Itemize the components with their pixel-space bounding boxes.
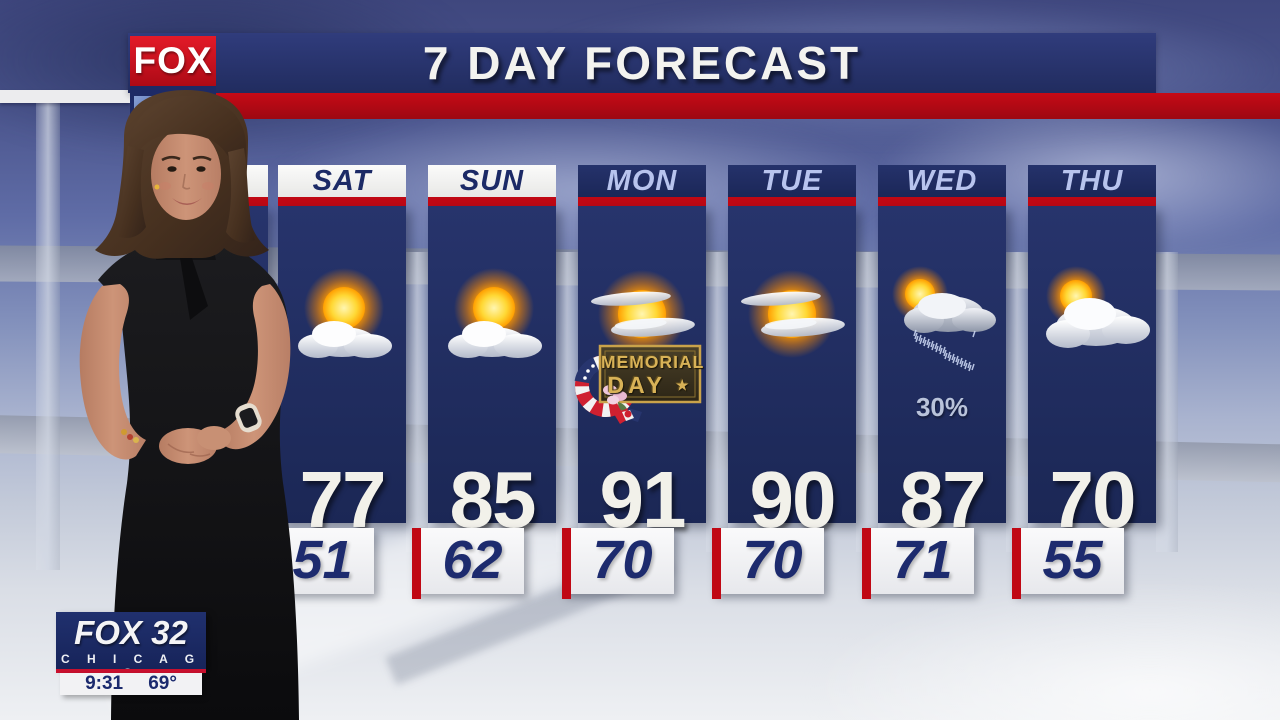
day-label: TUE — [728, 165, 856, 197]
station-bug-info-strip: 9:31 69° — [60, 673, 202, 695]
forecast-banner: 7 DAY FORECAST — [128, 33, 1156, 93]
presenter-face-features — [159, 155, 214, 205]
presenter-watch — [235, 403, 262, 433]
presenter-left-arm — [79, 284, 146, 460]
sun-wispy-clouds-icon — [582, 264, 702, 376]
day-header-stripe — [728, 197, 856, 206]
banner-left-white-bar — [0, 90, 130, 103]
low-temp-box: 71 — [862, 528, 974, 599]
day-label: SUN — [428, 165, 556, 197]
set-pillar-gap5 — [1006, 252, 1028, 552]
low-temp-box: 70 — [712, 528, 824, 599]
set-pillar-gap2 — [556, 252, 578, 552]
partly-cloudy-icon — [432, 264, 552, 376]
fox-logo-text: FOX — [133, 40, 213, 81]
low-temp-red-bar — [1012, 528, 1021, 599]
set-pillar-gap3 — [706, 252, 728, 552]
low-temp: 62 — [442, 530, 503, 590]
low-temp-box: 55 — [1012, 528, 1124, 599]
precip-chance-label: 30% — [915, 392, 969, 422]
day-label: WED — [878, 165, 1006, 197]
banner-title: 7 DAY FORECAST — [422, 37, 862, 89]
low-temp-red-bar — [562, 528, 571, 599]
presenter-bracelet — [121, 429, 139, 443]
presenter-hand-overlap — [197, 426, 231, 450]
low-temp-box: 62 — [412, 528, 524, 599]
day-column-thu: THU 70 — [1028, 165, 1156, 544]
sun-wispy-clouds-icon — [732, 264, 852, 376]
partly-cloudy-icon — [282, 264, 402, 376]
presenter-right-arm — [217, 284, 291, 450]
day-header-stripe — [578, 197, 706, 206]
day-label: THU — [1028, 165, 1156, 197]
low-temp: 71 — [892, 530, 953, 590]
star-icon: ★ — [675, 377, 693, 393]
day-column-wed: WED 30% 87 — [878, 165, 1006, 544]
floor-glow-right — [800, 580, 1280, 720]
day-label: SAT — [278, 165, 406, 197]
low-temp-box: 70 — [562, 528, 674, 599]
rain-chance-icon — [882, 264, 1002, 376]
mostly-cloudy-icon — [1032, 264, 1152, 376]
presenter-dress — [98, 238, 299, 720]
low-temp: 70 — [742, 530, 803, 590]
day-column-body: 85 — [428, 206, 556, 544]
low-temp-red-bar — [712, 528, 721, 599]
banner-red-stripe — [214, 93, 1280, 119]
day-column-body: 90 — [728, 206, 856, 544]
clock: 9:31 — [85, 673, 124, 694]
day-header-stripe — [878, 197, 1006, 206]
day-column-body: 70 — [1028, 206, 1156, 544]
day-label: MON — [578, 165, 706, 197]
presenter-face — [151, 128, 221, 220]
memorial-day-badge: MEMORIAL DAY ★ — [574, 328, 705, 432]
memorial-day-text: MEMORIAL DAY ★ — [601, 352, 705, 398]
presenter-earring — [154, 184, 160, 190]
low-temp-red-bar — [412, 528, 421, 599]
day-header-stripe — [1028, 197, 1156, 206]
day-column-tue: TUE 90 — [728, 165, 856, 544]
station-bug: FOX 32 C H I C A G O — [56, 612, 206, 680]
station-name: FOX 32 — [74, 614, 188, 651]
set-pillar-gap4 — [856, 252, 878, 552]
station-bug-red-bar — [56, 669, 206, 673]
low-temp: 70 — [592, 530, 653, 590]
low-temp-red-bar — [862, 528, 871, 599]
set-pillar-left — [36, 100, 60, 570]
day-header-stripe — [278, 197, 406, 206]
presenter-neck-tie — [180, 246, 208, 320]
weather-presenter — [79, 90, 299, 720]
low-temp: 51 — [292, 530, 353, 590]
day-header-stripe — [428, 197, 556, 206]
fox-logo: FOX — [130, 36, 216, 86]
set-pillar-gap6 — [1156, 252, 1178, 552]
set-pillar-gap1 — [406, 252, 428, 552]
low-temp: 55 — [1042, 530, 1103, 590]
day-column-body: 30% 87 — [878, 206, 1006, 544]
current-temp: 69° — [148, 673, 177, 694]
day-column-sun: SUN 85 — [428, 165, 556, 544]
